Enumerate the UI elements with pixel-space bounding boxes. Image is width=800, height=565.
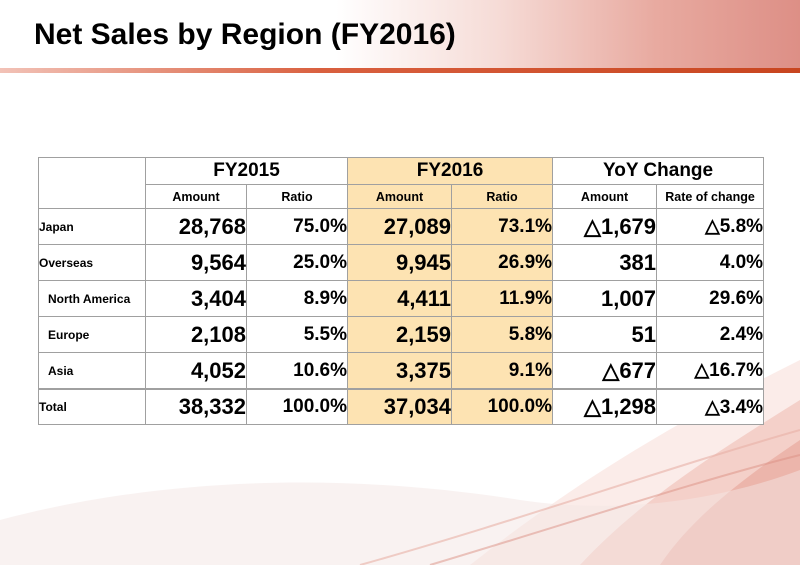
table-row-asia: Asia 4,052 10.6% 3,375 9.1% △677 △16.7% [38,352,765,390]
fy2015-ratio-cell: 8.9% [245,280,349,317]
sales-table-container: FY2015 FY2016 YoY Change Amount Ratio Am… [38,157,765,425]
fy2015-amount-cell: 28,768 [145,208,247,245]
group-header-yoy: YoY Change [552,157,765,185]
corner-cell [38,157,146,209]
fy2016-amount-cell: 9,945 [347,244,453,281]
table-row-europe: Europe 2,108 5.5% 2,159 5.8% 51 2.4% [38,316,765,353]
fy2015-amount-cell: 2,108 [145,316,247,353]
row-label: Total [38,388,146,425]
yoy-amount-cell: △677 [552,352,658,390]
yoy-rate-cell: 4.0% [656,244,765,281]
header-accent-line [0,68,800,73]
page-title: Net Sales by Region (FY2016) [34,18,456,51]
table-row-overseas: Overseas 9,564 25.0% 9,945 26.9% 381 4.0… [38,244,765,281]
fy2015-ratio-cell: 75.0% [245,208,349,245]
yoy-amount-cell: 1,007 [552,280,658,317]
fy2016-amount-cell: 27,089 [347,208,453,245]
fy2016-ratio-cell: 100.0% [451,388,554,425]
fy2016-amount-cell: 2,159 [347,316,453,353]
fy2015-amount-cell: 3,404 [145,280,247,317]
table-row-north-america: North America 3,404 8.9% 4,411 11.9% 1,0… [38,280,765,317]
subheader-yoy-rate: Rate of change [656,184,765,209]
fy2015-ratio-cell: 25.0% [245,244,349,281]
yoy-rate-cell: △3.4% [656,388,765,425]
group-header-fy2016: FY2016 [347,157,554,185]
fy2016-ratio-cell: 5.8% [451,316,554,353]
yoy-amount-cell: △1,298 [552,388,658,425]
yoy-rate-cell: △16.7% [656,352,765,390]
table-row-total: Total 38,332 100.0% 37,034 100.0% △1,298… [38,388,765,425]
fy2016-ratio-cell: 9.1% [451,352,554,390]
subheader-fy2016-ratio: Ratio [451,184,554,209]
header-band [0,0,800,68]
fy2015-amount-cell: 38,332 [145,388,247,425]
fy2016-amount-cell: 37,034 [347,388,453,425]
fy2015-ratio-cell: 5.5% [245,316,349,353]
subheader-fy2016-amount: Amount [347,184,453,209]
subheader-yoy-amount: Amount [552,184,658,209]
yoy-amount-cell: 51 [552,316,658,353]
fy2015-amount-cell: 4,052 [145,352,247,390]
fy2015-ratio-cell: 10.6% [245,352,349,390]
group-header-fy2015: FY2015 [144,157,349,185]
row-label: Europe [38,316,146,353]
fy2016-amount-cell: 3,375 [347,352,453,390]
yoy-rate-cell: 29.6% [656,280,765,317]
subheader-fy2015-amount: Amount [145,184,247,209]
subheader-fy2015-ratio: Ratio [245,184,349,209]
yoy-rate-cell: 2.4% [656,316,765,353]
fy2016-amount-cell: 4,411 [347,280,453,317]
row-label: North America [38,280,146,317]
table-row-japan: Japan 28,768 75.0% 27,089 73.1% △1,679 △… [38,208,765,245]
row-label: Overseas [38,244,146,281]
row-label: Japan [38,208,146,245]
fy2016-ratio-cell: 26.9% [451,244,554,281]
yoy-amount-cell: △1,679 [552,208,658,245]
fy2016-ratio-cell: 11.9% [451,280,554,317]
yoy-amount-cell: 381 [552,244,658,281]
row-label: Asia [38,352,146,390]
fy2015-ratio-cell: 100.0% [245,388,349,425]
sales-table: FY2015 FY2016 YoY Change Amount Ratio Am… [38,157,765,425]
yoy-rate-cell: △5.8% [656,208,765,245]
fy2016-ratio-cell: 73.1% [451,208,554,245]
fy2015-amount-cell: 9,564 [145,244,247,281]
